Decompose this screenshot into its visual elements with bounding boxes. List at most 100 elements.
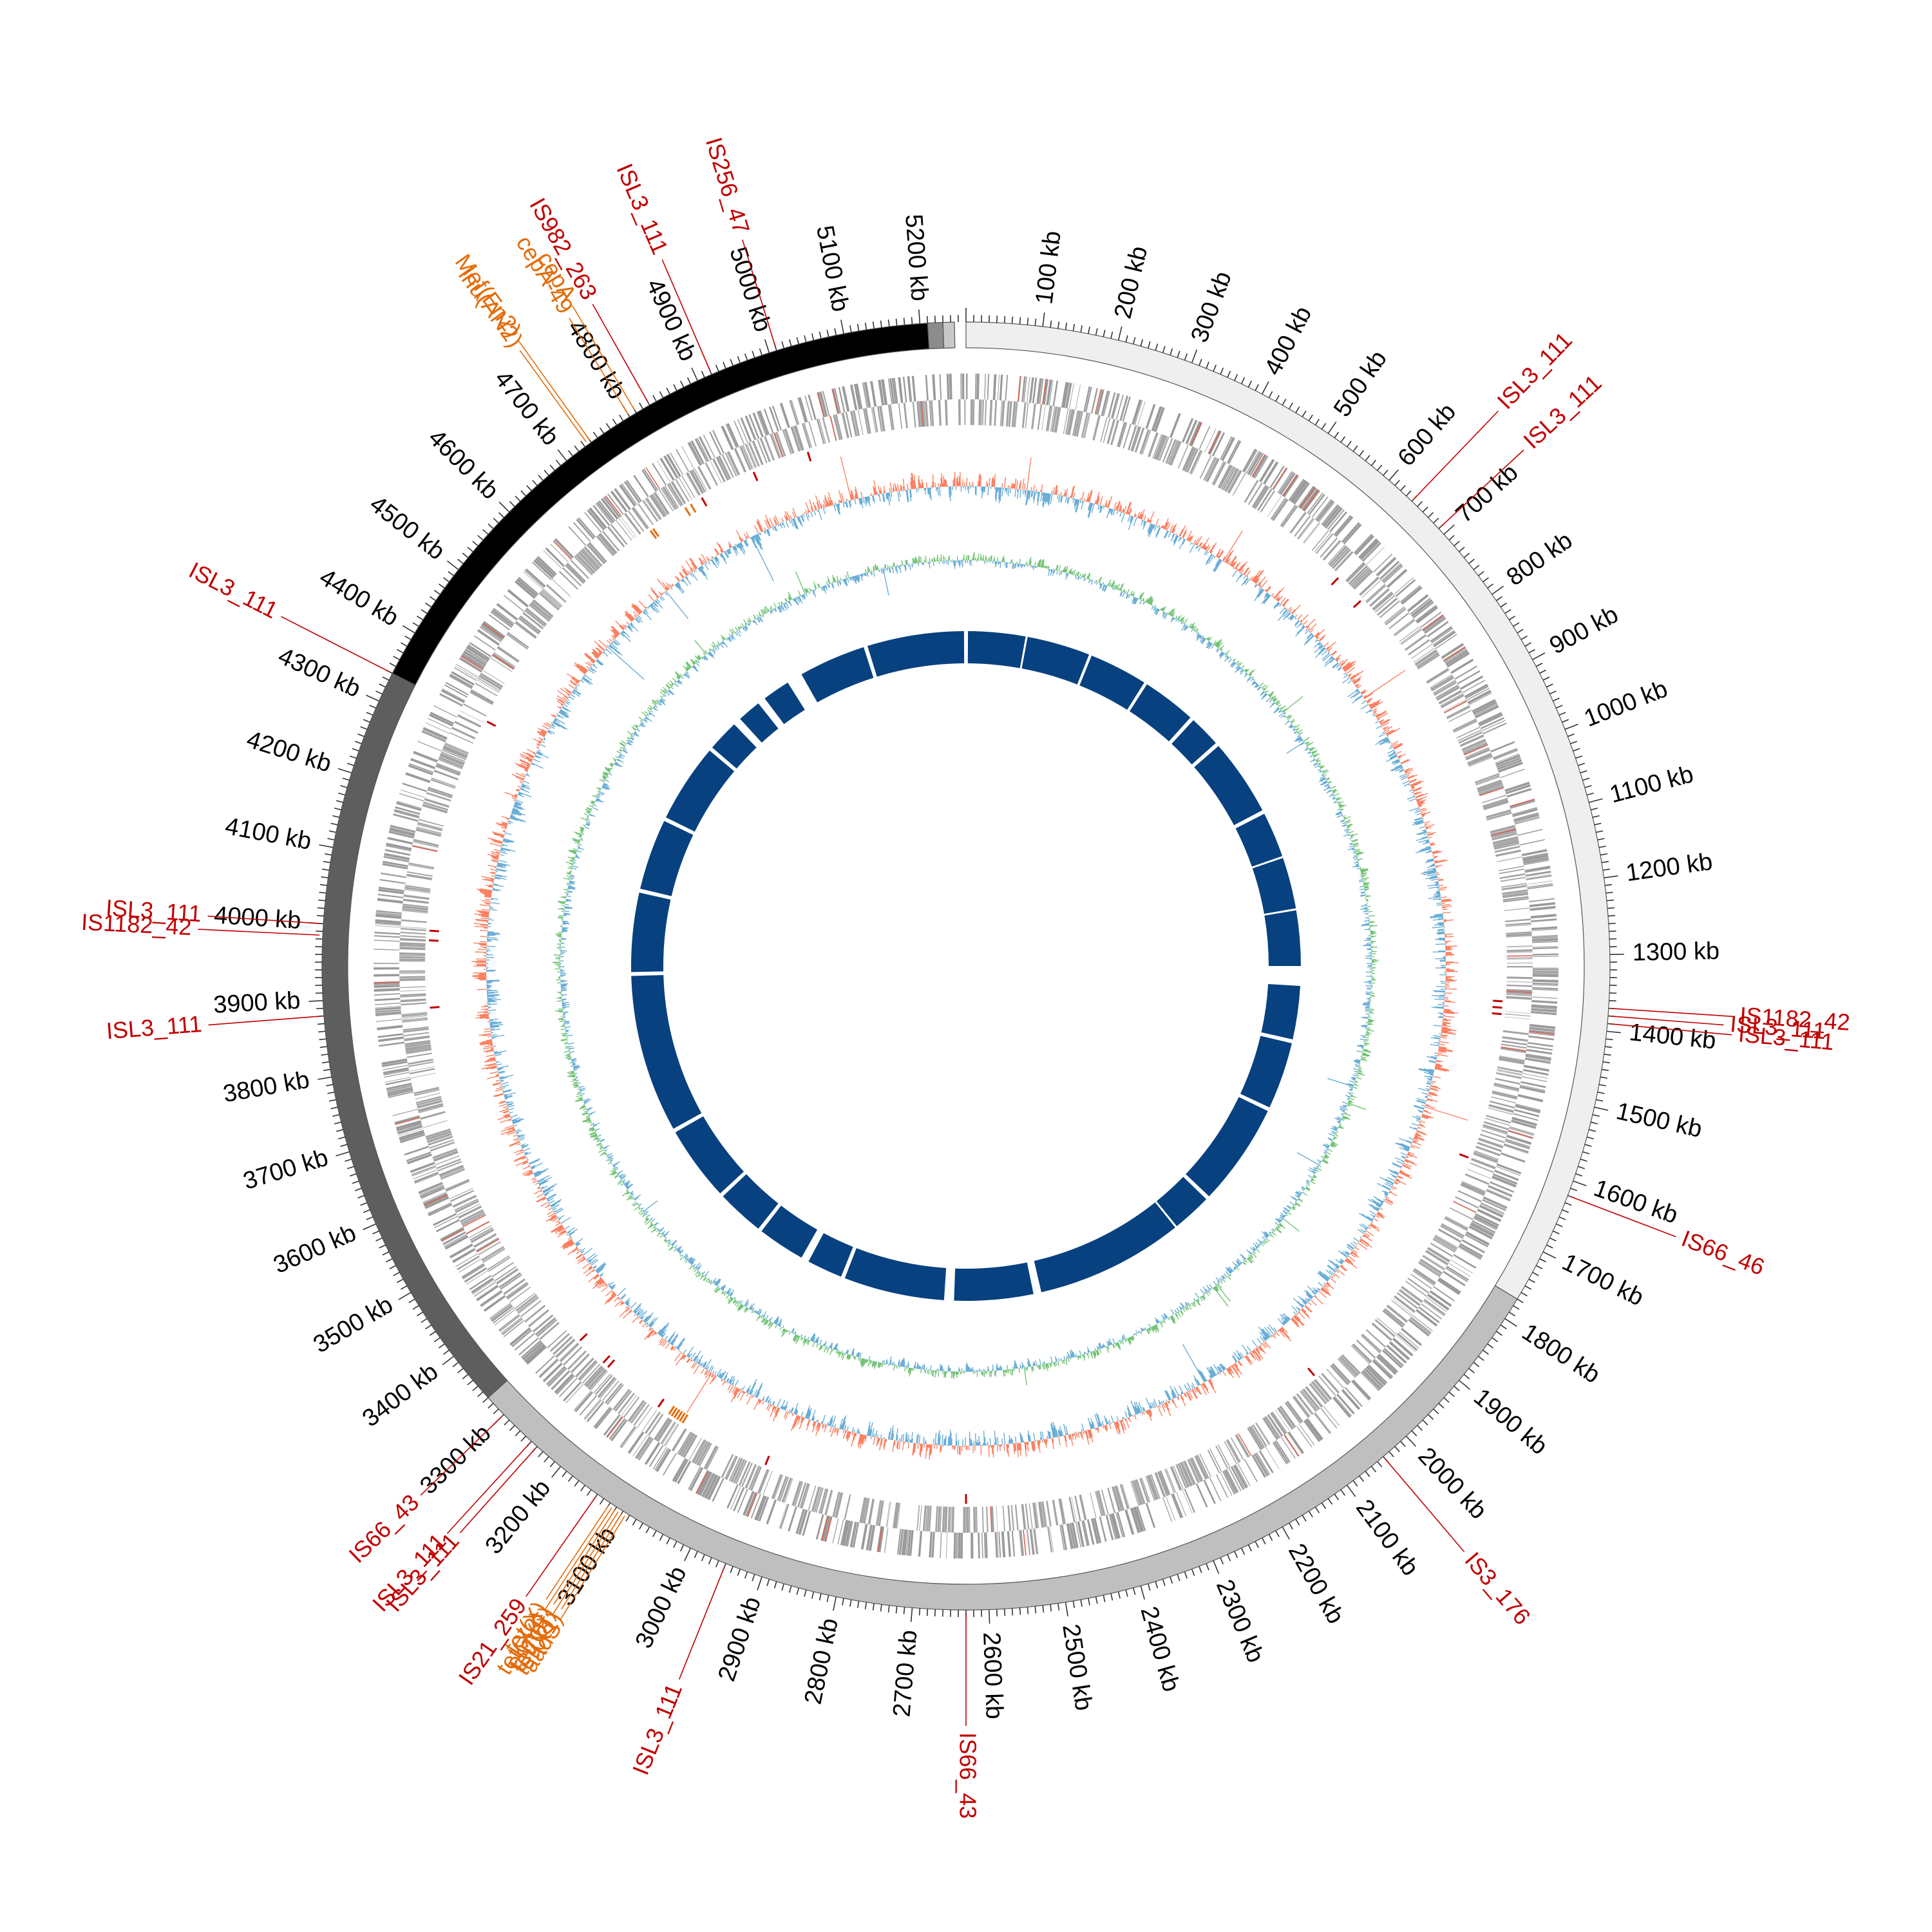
- feature-marker: [579, 1333, 588, 1341]
- annotation-label: ISL3_111: [105, 1010, 203, 1044]
- annotation-leader-line: [1414, 410, 1499, 500]
- annotation-leader-line: [1611, 1016, 1724, 1026]
- tick-label: 900 kb: [1545, 601, 1622, 659]
- homology-block-10: [1261, 984, 1301, 1039]
- cds-forward-strand: [374, 374, 1558, 1558]
- tick-label: 2200 kb: [1283, 1539, 1349, 1628]
- tick-label: 4400 kb: [315, 564, 403, 632]
- feature-marker: [681, 1414, 688, 1424]
- feature-marker: [676, 1410, 683, 1420]
- feature-marker: [673, 1409, 681, 1419]
- tick-label: 2700 kb: [888, 1629, 922, 1718]
- homology-block-28: [801, 647, 874, 703]
- annotation-label: ISL3_111: [105, 895, 202, 927]
- homology-block-3: [1079, 655, 1144, 710]
- annotation-leader-line: [569, 317, 629, 415]
- homology-block-29: [867, 631, 965, 677]
- tick-label: 2000 kb: [1413, 1443, 1492, 1524]
- feature-marker: [764, 1455, 770, 1466]
- homology-block-1: [967, 631, 1026, 668]
- tick-label: 800 kb: [1502, 527, 1577, 591]
- tick-label: 500 kb: [1329, 346, 1392, 422]
- homology-block-7: [1235, 813, 1283, 867]
- tick-label: 5100 kb: [811, 223, 854, 314]
- homology-block-22: [630, 893, 671, 972]
- tick-label: 1400 kb: [1628, 1019, 1718, 1054]
- annotation-leader-line: [446, 1443, 530, 1534]
- homology-block-14: [1034, 1202, 1175, 1293]
- annotation-leader-line: [742, 239, 777, 348]
- gc-content-below-mean: [486, 486, 1446, 1446]
- tick-label: 2900 kb: [713, 1593, 766, 1685]
- homology-block-11: [1240, 1036, 1292, 1108]
- homology-ring: [630, 631, 1301, 1302]
- annotation-leader-line: [1385, 1459, 1465, 1553]
- annotation-leader-line: [571, 305, 636, 411]
- annotation-leader-line: [207, 915, 321, 924]
- tick-label: 5000 kb: [724, 244, 776, 336]
- tick-label: 1800 kb: [1517, 1318, 1605, 1388]
- homology-block-27: [764, 682, 805, 724]
- homology-block-2: [1021, 636, 1090, 685]
- tick-label: 4900 kb: [641, 275, 702, 365]
- annotation-label: IS256_47: [701, 134, 755, 236]
- tick-label: 4000 kb: [213, 902, 302, 934]
- gc-skew-positive: [553, 552, 1379, 1386]
- tick-label: 2600 kb: [978, 1632, 1008, 1720]
- annotation-leader-line: [459, 1448, 536, 1533]
- homology-block-20: [675, 1116, 744, 1194]
- tick-label: 4700 kb: [489, 366, 564, 451]
- tick-label: 1900 kb: [1468, 1383, 1553, 1460]
- tick-label: 3500 kb: [309, 1291, 398, 1359]
- annotation-leader-line: [545, 1505, 609, 1600]
- tick-label: 3600 kb: [270, 1220, 361, 1280]
- tick-label: 3900 kb: [213, 987, 301, 1019]
- feature-markers: [428, 451, 1503, 1504]
- homology-block-25: [712, 724, 757, 769]
- homology-block-21: [631, 975, 702, 1129]
- ruler-tick-marks: [308, 308, 1624, 1624]
- tick-label: 4600 kb: [423, 424, 504, 505]
- tick-label: 3300 kb: [415, 1419, 496, 1499]
- annotation-leader-line: [592, 303, 649, 403]
- cds-rna-features: [374, 375, 1555, 1556]
- annotation-leader-line: [518, 340, 590, 440]
- tick-label: 4300 kb: [274, 643, 365, 703]
- feature-marker: [679, 1412, 686, 1422]
- tick-label: 4500 kb: [365, 491, 450, 565]
- homology-block-13: [1156, 1177, 1207, 1227]
- homology-block-16: [844, 1248, 947, 1300]
- annotation-leader-line: [519, 350, 587, 442]
- tick-label: 3800 kb: [221, 1066, 311, 1108]
- cds-reverse-strand: [399, 399, 1533, 1533]
- tick-label: 700 kb: [1451, 459, 1524, 529]
- homology-block-15: [954, 1262, 1034, 1302]
- tick-label: 1500 kb: [1614, 1097, 1705, 1143]
- feature-marker: [649, 530, 658, 539]
- gc-skew-negative: [560, 560, 1372, 1372]
- feature-marker: [430, 1006, 440, 1009]
- annotation-leader-line: [661, 259, 711, 372]
- gc-content-track: [471, 457, 1468, 1460]
- feature-marker: [1331, 577, 1340, 586]
- feature-marker: [1492, 1012, 1502, 1016]
- tick-label: 3000 kb: [630, 1562, 692, 1653]
- tick-label: 4200 kb: [243, 726, 335, 778]
- homology-block-26: [740, 703, 779, 743]
- annotation-leader-line: [198, 929, 320, 936]
- homology-block-8: [1252, 858, 1296, 914]
- feature-marker: [690, 503, 697, 513]
- gc-skew-track: [553, 552, 1379, 1386]
- feature-marker: [607, 1359, 616, 1368]
- annotation-leader-line: [281, 616, 390, 672]
- annotation-leader-line: [560, 1515, 625, 1620]
- annotation-leader-line: [1441, 450, 1524, 527]
- tick-label: 3700 kb: [240, 1144, 332, 1195]
- annotation-leader-line: [561, 1513, 622, 1610]
- annotation-label: IS66_43: [954, 1732, 981, 1819]
- feature-marker: [1352, 600, 1361, 609]
- annotation-leader-line: [1570, 1196, 1676, 1238]
- cds-track: [374, 374, 1558, 1558]
